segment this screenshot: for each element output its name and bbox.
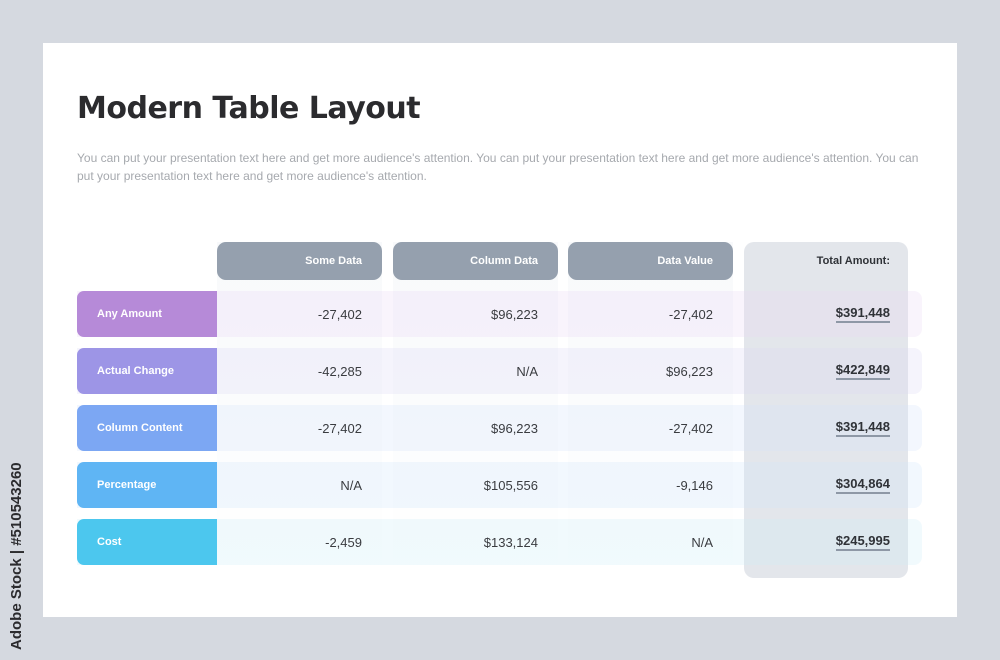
table-row: Cost -2,459 $133,124 N/A $245,995 — [77, 519, 922, 565]
table-row: Percentage N/A $105,556 -9,146 $304,864 — [77, 462, 922, 508]
row-band — [77, 348, 922, 394]
table-cell: $96,223 — [491, 420, 538, 436]
description-text: You can put your presentation text here … — [77, 151, 919, 183]
total-cell: $304,864 — [744, 462, 908, 508]
table-cell: $105,556 — [483, 477, 538, 493]
table-cell: $96,223 — [491, 306, 538, 322]
total-cell: $391,448 — [744, 291, 908, 337]
watermark-id-text: Adobe Stock | #510543260 — [8, 462, 25, 650]
table-cell: -9,146 — [676, 477, 713, 493]
table-cell: -42,285 — [317, 363, 362, 379]
table-row: Any Amount -27,402 $96,223 -27,402 $391,… — [77, 291, 922, 337]
row-label: Cost — [77, 519, 217, 565]
column-background — [393, 242, 558, 578]
table-cell: -27,402 — [317, 420, 362, 436]
row-band — [77, 519, 922, 565]
row-label: Any Amount — [77, 291, 217, 337]
row-label: Column Content — [77, 405, 217, 451]
table-cell: N/A — [340, 477, 362, 493]
total-value: $422,849 — [835, 362, 890, 380]
row-band — [77, 291, 922, 337]
total-value: $304,864 — [835, 476, 890, 494]
total-header: Total Amount: — [816, 255, 890, 267]
row-label: Actual Change — [77, 348, 217, 394]
table-cell: $133,124 — [483, 534, 538, 550]
total-value: $391,448 — [835, 419, 890, 437]
total-cell: $391,448 — [744, 405, 908, 451]
total-value: $391,448 — [835, 305, 890, 323]
table-cell: -27,402 — [668, 306, 713, 322]
table-row: Actual Change -42,285 N/A $96,223 $422,8… — [77, 348, 922, 394]
table-cell: -27,402 — [668, 420, 713, 436]
column-background — [568, 242, 733, 578]
column-header: Data Value — [568, 242, 733, 280]
row-band — [77, 405, 922, 451]
table-cell: N/A — [691, 534, 713, 550]
column-header: Column Data — [393, 242, 558, 280]
column-background — [217, 242, 382, 578]
table-cell: N/A — [516, 363, 538, 379]
table-row: Column Content -27,402 $96,223 -27,402 $… — [77, 405, 922, 451]
table-cell: -2,459 — [325, 534, 362, 550]
row-label: Percentage — [77, 462, 217, 508]
total-cell: $245,995 — [744, 519, 908, 565]
slide: Modern Table Layout You can put your pre… — [43, 43, 957, 617]
row-band — [77, 462, 922, 508]
table-cell: -27,402 — [317, 306, 362, 322]
total-column-panel — [744, 242, 908, 578]
total-value: $245,995 — [835, 533, 890, 551]
column-header: Some Data — [217, 242, 382, 280]
page-title: Modern Table Layout — [77, 91, 421, 126]
table-cell: $96,223 — [666, 363, 713, 379]
total-cell: $422,849 — [744, 348, 908, 394]
